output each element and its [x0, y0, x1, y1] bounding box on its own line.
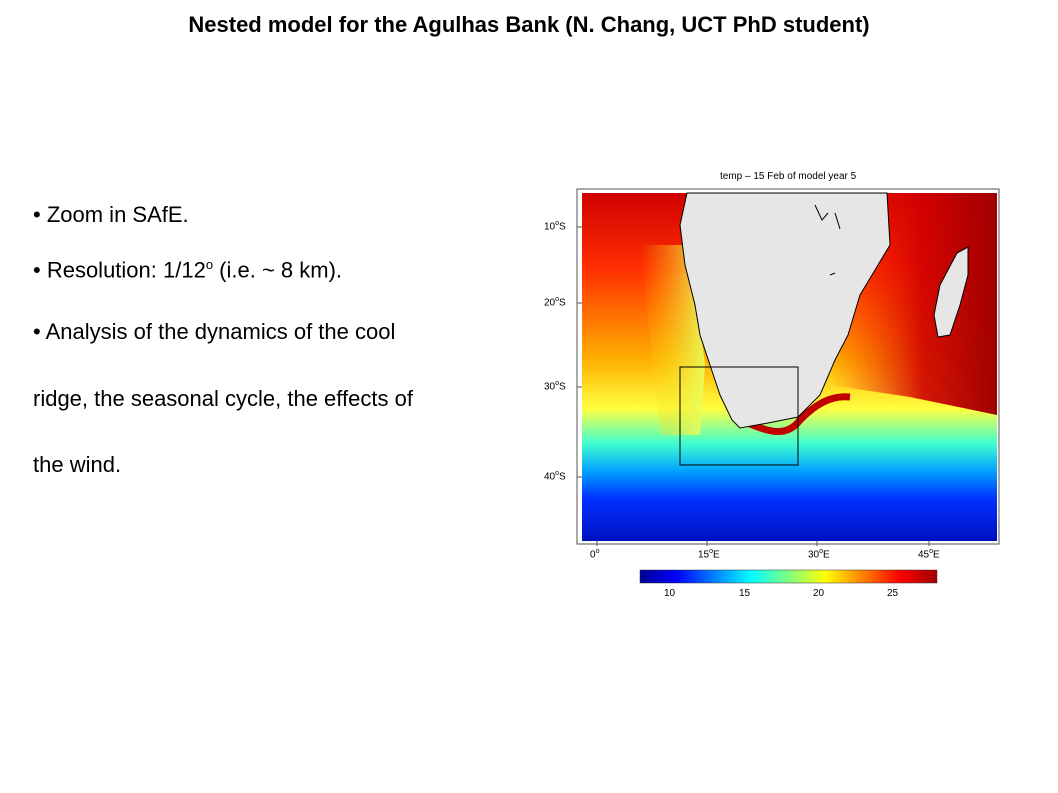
- nested-domain-box: [679, 366, 799, 466]
- lon-tick-label: 45oE: [918, 548, 940, 561]
- lat-tick-marks: [577, 226, 582, 478]
- bullet-text-suffix: (i.e. ~ 8 km).: [213, 257, 343, 283]
- map-svg: [576, 188, 1000, 584]
- degree-superscript: o: [205, 257, 214, 272]
- agulhas-current: [738, 393, 851, 436]
- colorbar-bar: [639, 569, 938, 584]
- lat-tick-label: 40oS: [544, 470, 566, 483]
- lat-tick-label: 10oS: [544, 220, 566, 233]
- lon-tick-label: 15oE: [698, 548, 720, 561]
- map-frame: [576, 188, 1000, 545]
- figure-title: temp – 15 Feb of model year 5: [720, 171, 857, 182]
- bullet-text-line: ridge, the seasonal cycle, the effects o…: [33, 386, 413, 411]
- bullet-marker: •: [33, 202, 41, 227]
- bullet-marker: •: [33, 319, 41, 344]
- colorbar-tick-label: 10: [664, 588, 676, 599]
- bullet-text-prefix: Resolution: 1/12: [46, 257, 206, 283]
- lon-tick-label: 0o: [590, 548, 600, 561]
- lake-outline: [834, 212, 841, 230]
- colorbar: [639, 569, 938, 584]
- cool-upwelling-region: [640, 245, 705, 435]
- africa-landmass: [679, 192, 891, 429]
- lat-tick-label: 30oS: [544, 380, 566, 393]
- lat-tick-label: 20oS: [544, 296, 566, 309]
- lon-tick-label: 30oE: [808, 548, 830, 561]
- bullet-text-line: the wind.: [33, 452, 122, 477]
- bullet-item: • Resolution: 1/12o (i.e. ~ 8 km).: [33, 257, 342, 283]
- lake-outline: [829, 272, 836, 276]
- colorbar-tick-label: 20: [813, 588, 825, 599]
- bullet-text-line: Analysis of the dynamics of the cool: [45, 319, 396, 344]
- bullet-text: Zoom in SAfE.: [46, 202, 189, 227]
- lake-outline: [814, 204, 829, 221]
- bullet-item: • Zoom in SAfE.: [33, 202, 189, 228]
- bullet-item: • Analysis of the dynamics of the cool: [33, 319, 395, 345]
- lon-tick-marks: [596, 541, 930, 546]
- colorbar-tick-label: 25: [887, 588, 899, 599]
- madagascar-landmass: [933, 246, 969, 338]
- slide-title: Nested model for the Agulhas Bank (N. Ch…: [188, 12, 870, 37]
- sst-map-figure: temp – 15 Feb of model year 5: [530, 165, 1010, 605]
- bullet-marker: •: [33, 257, 41, 283]
- colorbar-tick-label: 15: [739, 588, 751, 599]
